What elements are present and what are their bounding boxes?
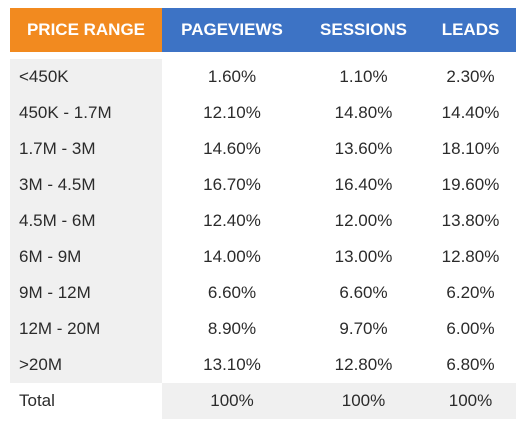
row-price-range: 6M - 9M	[10, 239, 162, 275]
row-pageviews: 8.90%	[207, 319, 257, 338]
table-row: 6M - 9M 14.00% 13.00% 12.80%	[10, 239, 516, 275]
total-row: Total 100% 100% 100%	[10, 383, 516, 419]
row-sessions: 12.80%	[334, 355, 393, 374]
row-pageviews: 14.00%	[203, 247, 261, 266]
row-leads: 14.40%	[441, 103, 500, 122]
total-sessions: 100%	[302, 383, 425, 419]
row-price-range: 9M - 12M	[10, 275, 162, 311]
row-sessions: 12.00%	[334, 211, 393, 230]
row-sessions: 9.70%	[339, 319, 388, 338]
total-label: Total	[10, 383, 162, 419]
row-sessions: 14.80%	[334, 103, 393, 122]
header-leads: LEADS	[425, 8, 516, 59]
row-pageviews: 14.60%	[203, 139, 261, 158]
row-leads: 18.10%	[441, 139, 500, 158]
row-sessions: 6.60%	[339, 283, 388, 302]
row-leads: 6.20%	[446, 283, 495, 302]
row-sessions: 1.10%	[339, 67, 388, 86]
row-pageviews: 16.70%	[203, 175, 261, 194]
header-price-range: PRICE RANGE	[10, 8, 162, 59]
row-leads: 19.60%	[441, 175, 500, 194]
row-price-range: >20M	[10, 347, 162, 383]
row-price-range: 1.7M - 3M	[10, 131, 162, 167]
table-row: >20M 13.10% 12.80% 6.80%	[10, 347, 516, 383]
row-pageviews: 6.60%	[207, 283, 257, 302]
price-range-table: PRICE RANGE PAGEVIEWS SESSIONS LEADS <45…	[10, 8, 516, 419]
row-pageviews: 1.60%	[207, 67, 257, 86]
row-leads: 13.80%	[441, 211, 500, 230]
table-row: <450K 1.60% 1.10% 2.30%	[10, 59, 516, 95]
table-row: 1.7M - 3M 14.60% 13.60% 18.10%	[10, 131, 516, 167]
row-leads: 6.00%	[446, 319, 495, 338]
table-row: 3M - 4.5M 16.70% 16.40% 19.60%	[10, 167, 516, 203]
row-price-range: 12M - 20M	[10, 311, 162, 347]
row-price-range: <450K	[10, 59, 162, 95]
row-pageviews: 12.40%	[203, 211, 261, 230]
row-leads: 12.80%	[441, 247, 500, 266]
row-sessions: 16.40%	[334, 175, 393, 194]
table-row: 12M - 20M 8.90% 9.70% 6.00%	[10, 311, 516, 347]
row-price-range: 4.5M - 6M	[10, 203, 162, 239]
table-row: 450K - 1.7M 12.10% 14.80% 14.40%	[10, 95, 516, 131]
row-sessions: 13.60%	[334, 139, 393, 158]
header-pageviews: PAGEVIEWS	[162, 8, 302, 59]
total-pageviews: 100%	[162, 383, 302, 419]
row-price-range: 450K - 1.7M	[10, 95, 162, 131]
row-price-range: 3M - 4.5M	[10, 167, 162, 203]
row-sessions: 13.00%	[334, 247, 393, 266]
table-row: 4.5M - 6M 12.40% 12.00% 13.80%	[10, 203, 516, 239]
row-pageviews: 12.10%	[203, 103, 261, 122]
row-pageviews: 13.10%	[203, 355, 261, 374]
header-sessions: SESSIONS	[302, 8, 425, 59]
total-leads: 100%	[425, 383, 516, 419]
row-leads: 6.80%	[446, 355, 495, 374]
table-row: 9M - 12M 6.60% 6.60% 6.20%	[10, 275, 516, 311]
header-row: PRICE RANGE PAGEVIEWS SESSIONS LEADS	[10, 8, 516, 59]
row-leads: 2.30%	[446, 67, 495, 86]
price-range-table-container: PRICE RANGE PAGEVIEWS SESSIONS LEADS <45…	[10, 8, 516, 419]
